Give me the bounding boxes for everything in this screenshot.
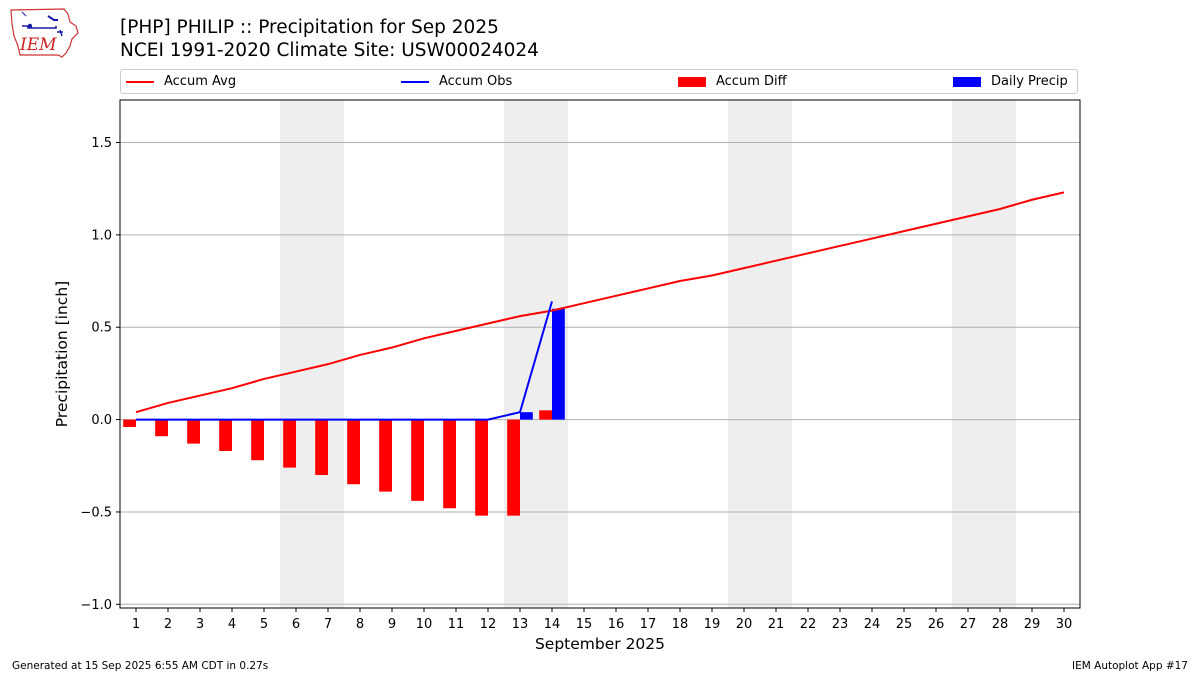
x-axis-label: September 2025 [535,635,665,653]
x-tick-label: 27 [960,617,977,632]
legend-item-accum-avg: Accum Avg [126,70,236,93]
x-tick-label: 22 [800,617,817,632]
x-tick-label: 13 [512,617,529,632]
x-tick-label: 23 [832,617,849,632]
x-tick-label: 15 [576,617,593,632]
legend-item-daily-precip: Daily Precip [953,70,1068,93]
x-tick-label: 28 [992,617,1009,632]
bar-accum-diff [283,419,296,468]
legend-label-accum-obs: Accum Obs [439,74,513,89]
bar-daily-precip [552,308,565,420]
x-tick-label: 18 [672,617,689,632]
y-tick-label: 1.0 [91,228,112,243]
footer-app-id: IEM Autoplot App #17 [1072,660,1188,672]
x-tick-label: 3 [196,617,204,632]
legend-label-daily-precip: Daily Precip [991,74,1068,89]
bar-accum-diff [475,419,488,516]
x-tick-label: 26 [928,617,945,632]
chart-subtitle: NCEI 1991-2020 Climate Site: USW00024024 [120,40,539,61]
plot-frame [119,99,1081,609]
legend-label-accum-diff: Accum Diff [716,74,787,89]
bar-accum-diff [411,419,424,501]
x-tick-label: 24 [864,617,881,632]
bar-accum-diff [539,410,552,420]
legend-label-accum-avg: Accum Avg [164,74,237,89]
y-tick-label: 0.5 [91,321,112,336]
bar-accum-diff [123,419,136,427]
x-tick-label: 11 [448,617,465,632]
chart-title: [PHP] PHILIP :: Precipitation for Sep 20… [120,17,499,38]
legend-item-accum-obs: Accum Obs [401,70,512,93]
x-tick-label: 20 [736,617,753,632]
x-tick-label: 4 [228,617,236,632]
y-axis-label: Precipitation [inch] [53,281,71,427]
bar-accum-diff [443,419,456,509]
legend-swatch-accum-avg [126,80,154,83]
x-tick-label: 16 [608,617,625,632]
x-tick-label: 14 [544,617,561,632]
y-tick-label: 0.0 [91,413,112,428]
x-tick-label: 30 [1056,617,1073,632]
legend-item-accum-diff: Accum Diff [678,70,787,93]
legend: Accum Avg Accum Obs Accum Diff Daily Pre… [120,69,1078,94]
iem-logo: IEM [8,6,80,60]
bar-accum-diff [155,419,168,437]
weekend-band [952,100,1016,608]
bar-accum-diff [347,419,360,485]
y-tick-label: −1.0 [80,598,112,613]
logo-text: IEM [19,35,57,55]
legend-swatch-daily-precip [953,76,981,87]
bar-accum-diff [379,419,392,492]
x-tick-label: 25 [896,617,913,632]
footer-generated: Generated at 15 Sep 2025 6:55 AM CDT in … [12,660,269,672]
bar-accum-diff [507,419,520,516]
x-tick-label: 5 [260,617,268,632]
line-accum-avg [135,191,1065,414]
iowa-state-outline-logo: IEM [10,8,79,58]
legend-swatch-accum-diff [678,76,706,87]
x-tick-label: 8 [356,617,364,632]
legend-swatch-accum-obs [401,80,429,83]
y-tick-label: 1.5 [91,136,112,151]
x-tick-label: 29 [1024,617,1041,632]
weekend-band [728,100,792,608]
x-tick-label: 6 [292,617,300,632]
x-tick-label: 10 [416,617,433,632]
y-tick-label: −0.5 [80,505,112,520]
bar-accum-diff [219,419,232,451]
bar-accum-diff [315,419,328,475]
line-accum-obs [136,301,553,421]
x-tick-label: 19 [704,617,721,632]
bar-accum-diff [251,419,264,461]
weekend-band [280,100,344,608]
x-tick-label: 7 [324,617,332,632]
bar-accum-diff [187,419,200,444]
x-tick-label: 1 [132,617,140,632]
x-tick-label: 21 [768,617,785,632]
x-tick-label: 12 [480,617,497,632]
x-tick-label: 17 [640,617,657,632]
x-tick-label: 2 [164,617,172,632]
bar-daily-precip [520,412,533,420]
x-tick-label: 9 [388,617,396,632]
